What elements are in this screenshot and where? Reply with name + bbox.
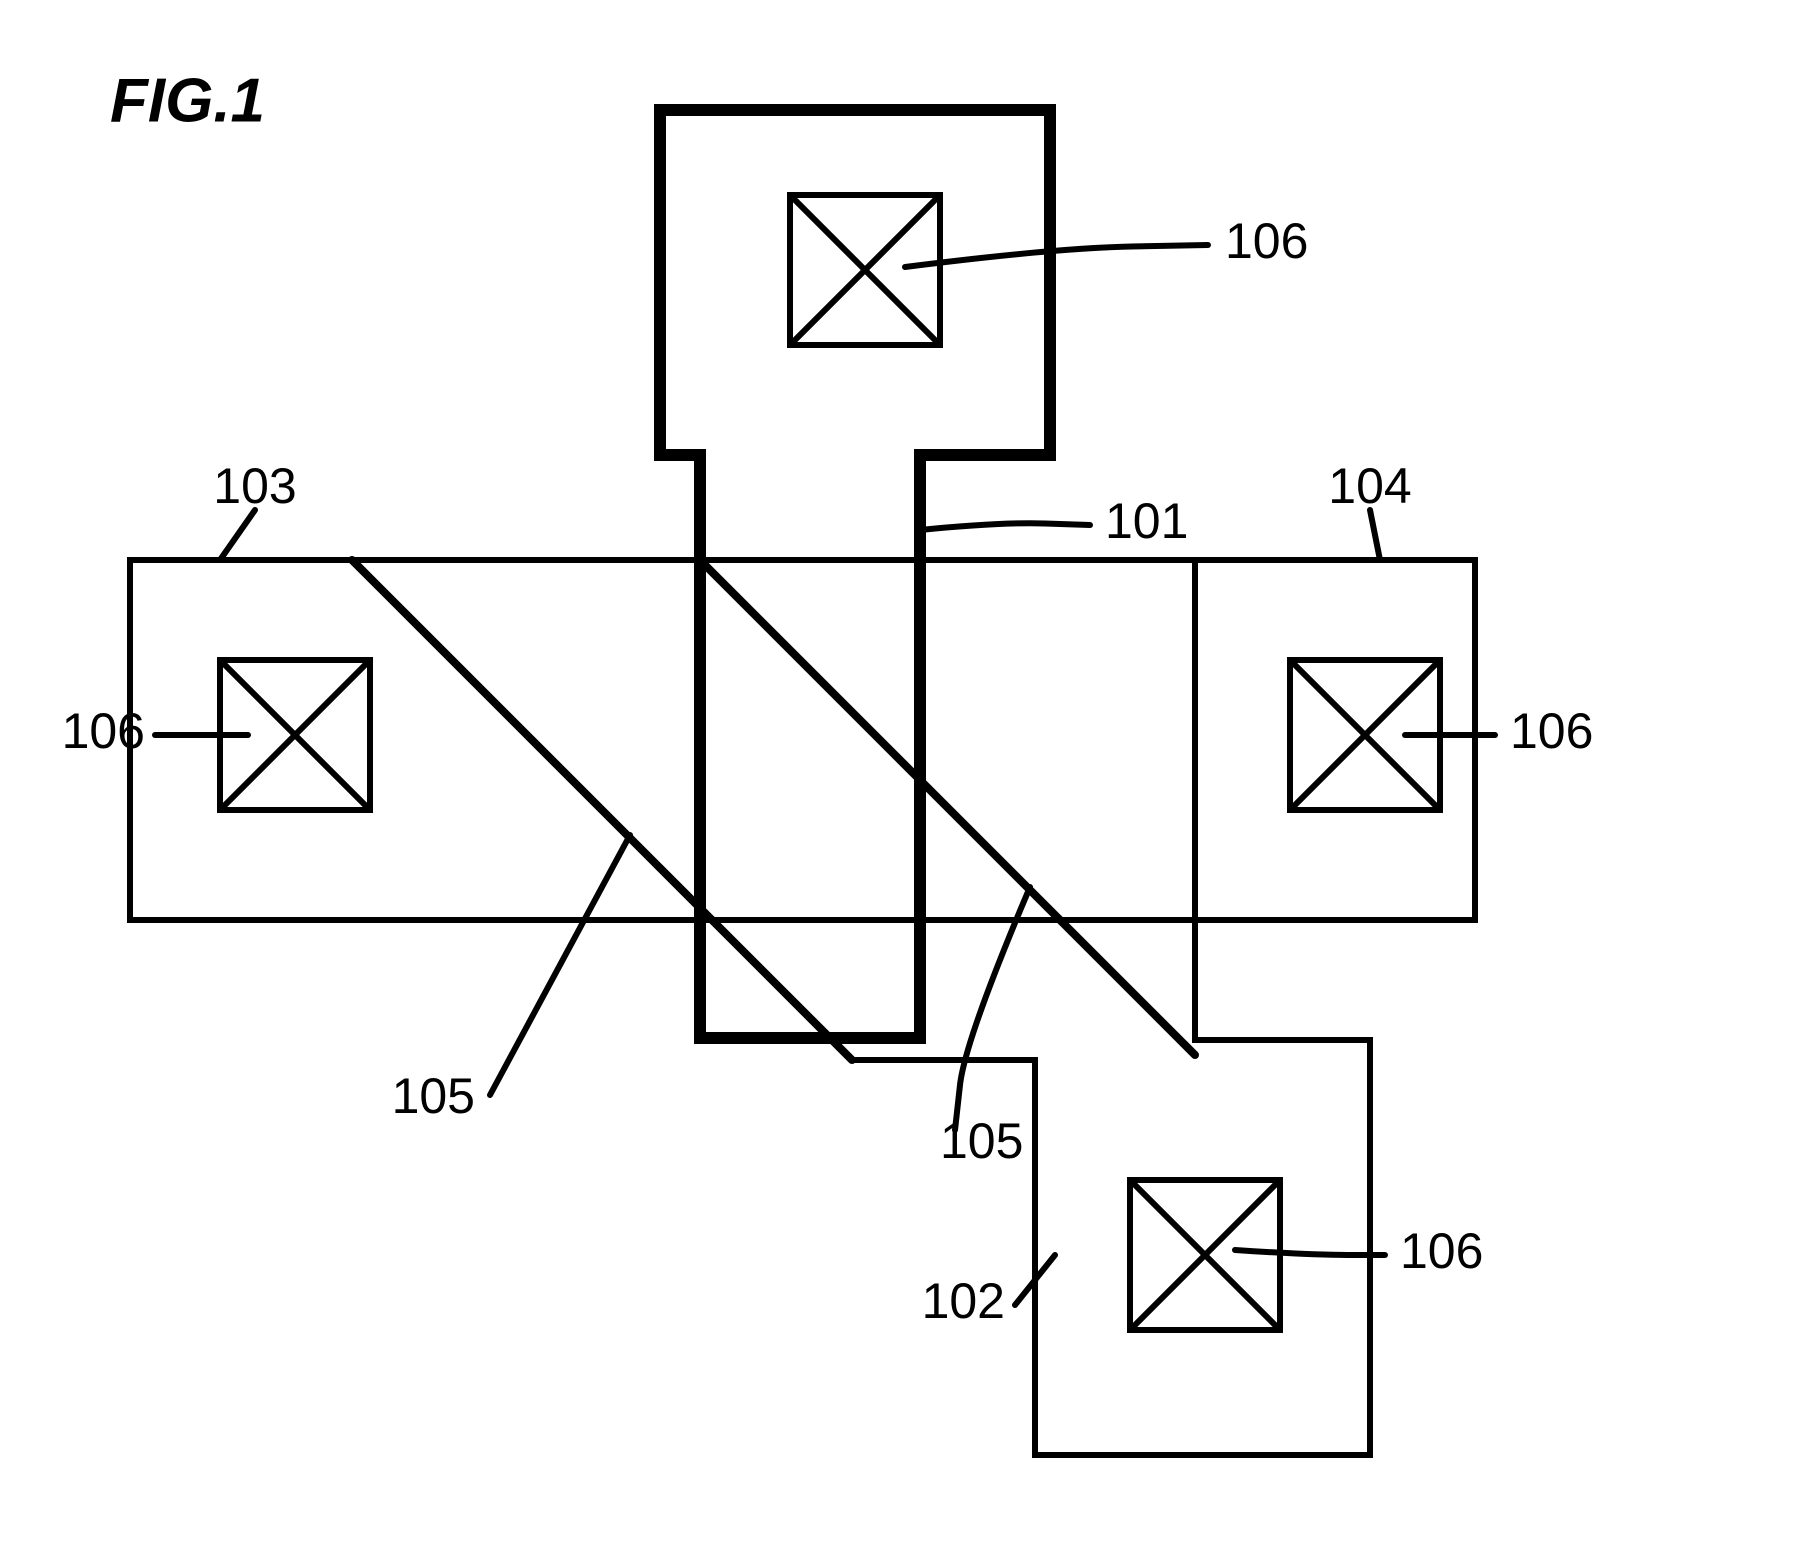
lower-region-102: [352, 560, 1370, 1455]
figure-svg: FIG.1 106 103 104 101 106 106 105 105 102 106: [0, 0, 1795, 1557]
label-l106_bot: 106: [1400, 1223, 1483, 1279]
label-l106_left: 106: [62, 703, 145, 759]
label-l103: 103: [213, 458, 296, 514]
leader-l103: [220, 510, 255, 560]
label-l106_right: 106: [1510, 703, 1593, 759]
label-l105_left: 105: [392, 1068, 475, 1124]
leader-l105_left: [490, 835, 630, 1095]
label-l106_top: 106: [1225, 213, 1308, 269]
label-l101: 101: [1105, 493, 1188, 549]
contact-c_top: [790, 195, 940, 345]
contact-c_bot: [1130, 1180, 1280, 1330]
label-l105_right: 105: [940, 1113, 1023, 1169]
figure-title: FIG.1: [110, 66, 265, 135]
leader-l101: [920, 523, 1090, 530]
active-region-horizontal: [130, 560, 1475, 920]
leader-l106_top: [905, 245, 1208, 267]
leader-l106_bot: [1235, 1250, 1385, 1255]
leader-l104: [1370, 510, 1380, 560]
label-l104: 104: [1328, 458, 1411, 514]
leader-l105_right: [955, 887, 1030, 1130]
label-l102: 102: [922, 1273, 1005, 1329]
